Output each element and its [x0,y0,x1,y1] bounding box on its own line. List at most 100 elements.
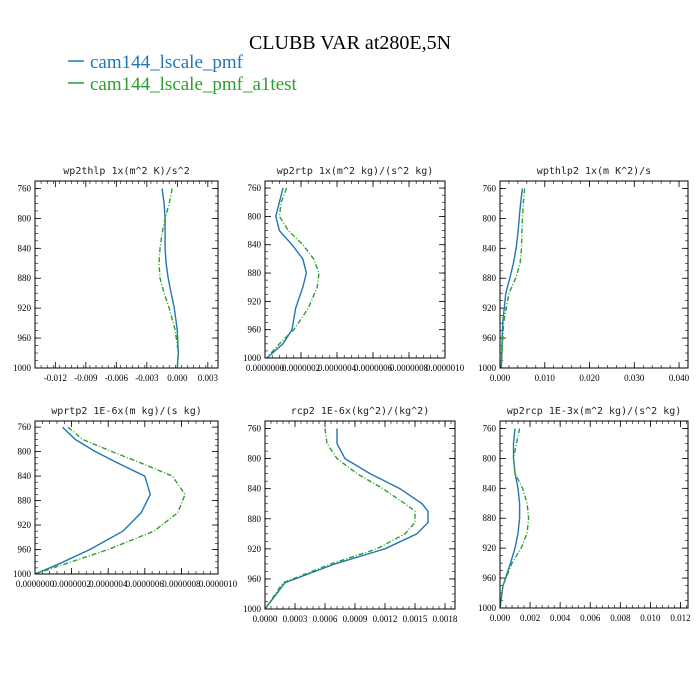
series-line-2 [266,187,320,358]
y-tick-label: 1000 [13,569,32,579]
x-tick-label: 0.0015 [403,614,428,624]
x-tick-label: 0.0012 [373,614,398,624]
y-tick-label: 960 [248,325,262,335]
panel-frame [34,420,219,575]
panel-data [158,188,180,368]
series-line-1 [500,188,524,368]
y-tick-label: 920 [18,520,32,530]
panel-title: wp2rcp 1E-3x(m^2 kg)/(s^2 kg) [507,406,682,417]
x-tick-label: 0.0006 [313,614,338,624]
y-tick-label: 760 [18,183,32,193]
panel-frame [499,180,689,369]
x-tick-label: 0.0000008 [390,363,429,373]
figure-title: CLUBB VAR at280E,5N [249,32,451,54]
x-tick-label: 0.010 [640,613,661,623]
y-tick-label: 920 [248,296,262,306]
y-tick-label: 880 [248,268,262,278]
chart-panel-4: wprtp2 1E-6x(m kg)/(s kg) 760 800 840 880 920… [13,406,238,589]
y-tick-label: 760 [18,422,32,432]
series-line-1 [500,428,521,608]
x-tick-label: -0.009 [74,373,98,383]
x-tick-label: 0.008 [610,613,631,623]
y-tick-label: 1000 [13,363,32,373]
y-tick-label: 960 [483,333,497,343]
chart-panel-6: wp2rcp 1E-3x(m^2 kg)/(s^2 kg) 760 800 840 88… [478,406,691,623]
y-tick-label: 840 [483,483,497,493]
y-tick-label: 920 [483,543,497,553]
x-tick-label: 0.000 [490,613,511,623]
x-tick-label: 0.006 [580,613,601,623]
x-tick-label: 0.040 [669,373,690,383]
series-line-2 [158,188,180,368]
panel-frame [499,420,689,609]
chart-panel-5: rcp2 1E-6x(kg^2)/(kg^2) 760 800 840 880 920 96… [243,406,458,624]
x-tick-label: 0.0003 [283,614,308,624]
y-tick-label: 800 [483,453,497,463]
y-tick-label: 840 [18,243,32,253]
panel-title: wprtp2 1E-6x(m kg)/(s kg) [51,406,202,417]
panel-frame [264,420,456,610]
y-tick-label: 920 [18,303,32,313]
x-tick-label: 0.0000004 [318,363,357,373]
x-tick-label: 0.002 [520,613,540,623]
y-tick-label: 760 [248,183,262,193]
y-tick-label: 760 [483,183,497,193]
y-tick-label: 760 [248,424,262,434]
x-tick-label: 0.003 [198,373,219,383]
legend-label-series-2: cam144_lscale_pmf_a1test [90,74,298,95]
y-tick-label: 960 [248,574,262,584]
y-tick-label: 840 [18,471,32,481]
x-tick-label: 0.0000002 [282,363,320,373]
x-tick-label: 0.0000000 [246,363,285,373]
panel-data [266,187,320,358]
panel-frame [34,180,219,369]
legend: cam144_lscale_pmf cam144_lscale_pmf_a1te… [68,52,298,95]
y-tick-label: 840 [248,484,262,494]
x-tick-label: -0.006 [105,373,129,383]
x-tick-label: 0.0000010 [199,579,238,589]
y-tick-label: 920 [483,303,497,313]
series-line-2 [500,188,526,368]
x-tick-label: 0.030 [624,373,645,383]
y-tick-label: 1000 [243,353,262,363]
x-tick-label: -0.003 [135,373,159,383]
y-tick-label: 1000 [243,604,262,614]
y-tick-label: 760 [483,423,497,433]
series-line-2 [265,428,416,609]
x-tick-label: 0.000 [167,373,188,383]
y-tick-label: 880 [248,514,262,524]
chart-panel-2: wp2rtp 1x(m^2 kg)/(s^2 kg) 760 800 840 880 92… [243,166,465,373]
y-tick-label: 920 [248,544,262,554]
panel-title: rcp2 1E-6x(kg^2)/(kg^2) [291,406,429,417]
x-tick-label: 0.004 [550,613,571,623]
y-tick-label: 880 [18,496,32,506]
x-tick-label: 0.0000010 [426,363,465,373]
chart-panel-1: wp2thlp 1x(m^2 K)/s^2 760 800 840 880 920 960 1… [13,166,219,383]
x-tick-label: 0.020 [579,373,600,383]
y-tick-label: 960 [18,333,32,343]
series-line-2 [35,426,186,574]
panel-data [265,428,429,609]
y-tick-label: 960 [483,573,497,583]
x-tick-label: 0.0018 [433,614,458,624]
chart-panel-3: wpthlp2 1x(m K^2)/s 760 800 840 880 920 960 100… [478,166,690,383]
y-tick-label: 880 [483,273,497,283]
panel-frame [264,180,446,359]
x-tick-label: 0.0000000 [16,579,55,589]
panel-title: wp2rtp 1x(m^2 kg)/(s^2 kg) [277,166,434,177]
y-tick-label: 960 [18,545,32,555]
x-tick-label: 0.0000004 [89,579,128,589]
panel-data [500,428,530,608]
y-tick-label: 800 [248,211,262,221]
x-tick-label: 0.0000 [253,614,278,624]
y-tick-label: 880 [18,273,32,283]
y-tick-label: 800 [483,213,497,223]
x-tick-label: 0.012 [670,613,690,623]
x-tick-label: 0.0000008 [162,579,201,589]
x-tick-label: 0.010 [535,373,556,383]
series-line-1 [266,187,308,358]
panel-grid: wp2thlp 1x(m^2 K)/s^2 760 800 840 880 920 960 1… [13,166,691,624]
x-tick-label: -0.012 [44,373,67,383]
x-tick-label: 0.000 [490,373,511,383]
